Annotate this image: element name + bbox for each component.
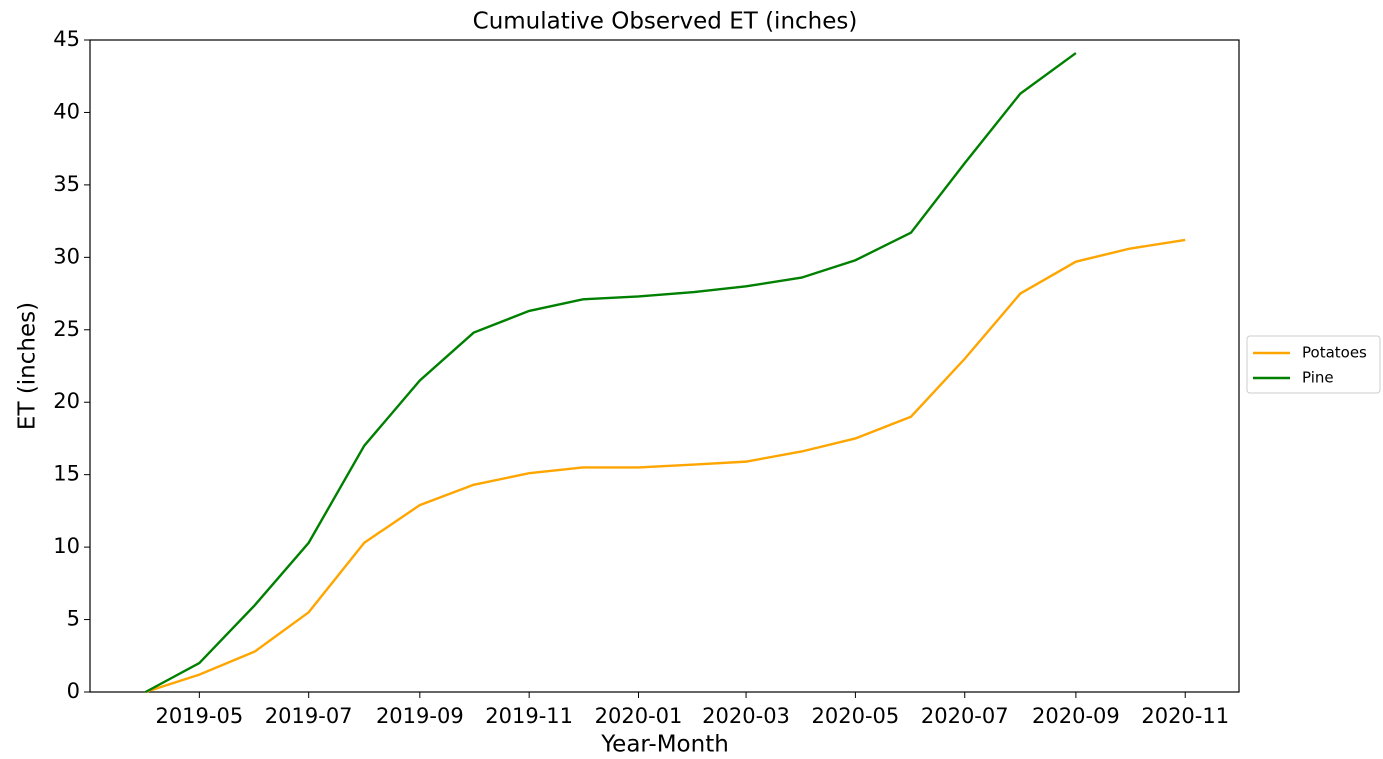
y-tick-label: 35 <box>53 172 80 196</box>
plot-frame <box>89 39 1240 693</box>
x-tick-label: 2020-03 <box>702 704 790 728</box>
y-tick-label: 5 <box>67 607 80 631</box>
x-tick-label: 2019-07 <box>265 704 353 728</box>
x-tick-label: 2019-05 <box>155 704 243 728</box>
y-tick-label: 40 <box>53 99 80 123</box>
chart-title: Cumulative Observed ET (inches) <box>473 9 858 35</box>
legend-label: Potatoes <box>1302 344 1367 362</box>
y-tick-label: 0 <box>67 679 80 703</box>
x-axis-label: Year-Month <box>600 732 729 758</box>
legend-label: Pine <box>1302 369 1334 387</box>
y-tick-label: 25 <box>53 317 80 341</box>
x-tick-label: 2019-11 <box>485 704 573 728</box>
x-tick-label: 2020-09 <box>1032 704 1120 728</box>
x-tick-label: 2020-11 <box>1141 704 1229 728</box>
x-tick-label: 2020-01 <box>595 704 683 728</box>
x-tick-label: 2020-07 <box>921 704 1009 728</box>
series-line <box>145 238 1186 694</box>
y-tick-label: 15 <box>53 462 80 486</box>
y-tick-label: 10 <box>53 534 80 558</box>
y-tick-label: 20 <box>53 389 80 413</box>
x-tick-label: 2020-05 <box>812 704 900 728</box>
series-line <box>144 52 1077 694</box>
x-tick-label: 2019-09 <box>376 704 464 728</box>
y-tick-label: 45 <box>53 27 80 51</box>
y-axis-label: ET (inches) <box>15 302 41 430</box>
y-tick-label: 30 <box>53 244 80 268</box>
